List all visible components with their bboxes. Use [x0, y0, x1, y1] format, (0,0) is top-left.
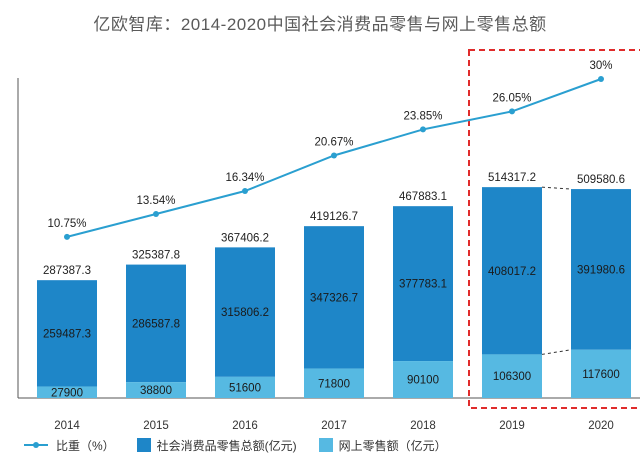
- legend-label-total: 社会消费品零售总额(亿元): [156, 438, 297, 453]
- online-bar-2016: [215, 376, 275, 398]
- ratio-point-2017: [331, 152, 337, 159]
- total-bar-2015: [126, 264, 186, 383]
- x-tick-label-2020: 2020: [588, 420, 614, 432]
- online-bar-2020: [571, 349, 631, 398]
- online-bar-2019: [482, 354, 542, 398]
- online-bar-2014: [37, 386, 97, 398]
- chart-title: 亿欧智库：2014-2020中国社会消费品零售与网上零售总额: [93, 15, 547, 34]
- x-tick-label-2018: 2018: [410, 420, 436, 432]
- total-value-label-2014: 287387.3: [43, 265, 91, 277]
- legend-item-ratio: 比重（%）: [24, 437, 115, 454]
- legend-swatch-online: [318, 438, 333, 452]
- connector-total-top: [541, 186, 572, 190]
- total-bar-2014: [37, 280, 97, 387]
- ratio-point-2015: [153, 210, 159, 217]
- legend-item-total: 社会消费品零售总额(亿元): [136, 437, 297, 454]
- ratio-label-2020: 30%: [589, 60, 612, 72]
- ratio-point-2016: [242, 188, 248, 195]
- online-value-label-2017: 71800: [318, 378, 350, 390]
- remainder-value-label-2019: 408017.2: [488, 266, 536, 278]
- remainder-value-label-2014: 259487.3: [43, 328, 91, 340]
- online-bar-2018: [393, 361, 453, 398]
- total-bar-2018: [393, 206, 453, 362]
- total-value-label-2018: 467883.1: [399, 191, 447, 203]
- ratio-point-2020: [598, 76, 604, 82]
- legend-item-online: 网上零售额（亿元）: [318, 437, 447, 454]
- connector-online-top: [541, 349, 572, 355]
- legend: 比重（%） 社会消费品零售总额(亿元) 网上零售额（亿元）: [24, 436, 469, 454]
- online-value-label-2016: 51600: [229, 382, 261, 394]
- legend-label-ratio: 比重（%）: [56, 438, 115, 453]
- x-tick-label-2014: 2014: [54, 420, 80, 432]
- total-bar-2020: [571, 189, 631, 350]
- online-value-label-2015: 38800: [140, 385, 172, 397]
- ratio-point-2014: [64, 233, 70, 240]
- ratio-point-2018: [420, 126, 426, 133]
- total-value-label-2016: 367406.2: [221, 232, 269, 244]
- remainder-value-label-2015: 286587.8: [132, 318, 180, 330]
- total-value-label-2015: 325387.8: [132, 250, 180, 262]
- total-value-label-2019: 514317.2: [488, 172, 536, 184]
- remainder-value-label-2018: 377783.1: [399, 279, 447, 291]
- remainder-value-label-2016: 315806.2: [221, 307, 269, 319]
- x-tick-label-2016: 2016: [232, 420, 258, 432]
- x-tick-label-2017: 2017: [321, 420, 347, 432]
- legend-swatch-ratio: [24, 442, 48, 448]
- ratio-label-2015: 13.54%: [136, 195, 175, 207]
- ratio-label-2019: 26.05%: [492, 92, 531, 104]
- ratio-label-2018: 23.85%: [403, 110, 442, 122]
- ratio-point-2019: [509, 108, 515, 115]
- total-bar-2017: [304, 226, 364, 369]
- online-value-label-2020: 117600: [582, 369, 620, 381]
- total-value-label-2017: 419126.7: [310, 211, 358, 223]
- remainder-value-label-2020: 391980.6: [577, 264, 625, 276]
- remainder-value-label-2017: 347326.7: [310, 292, 358, 304]
- online-bar-2015: [126, 382, 186, 398]
- online-bar-2017: [304, 368, 364, 398]
- total-bar-2016: [215, 247, 275, 377]
- highlight-box: [468, 49, 640, 409]
- ratio-label-2017: 20.67%: [314, 137, 353, 149]
- legend-swatch-total: [136, 438, 151, 452]
- total-bar-2019: [482, 187, 542, 355]
- online-value-label-2019: 106300: [493, 371, 531, 383]
- ratio-label-2014: 10.75%: [47, 218, 86, 230]
- legend-label-online: 网上零售额（亿元）: [338, 438, 447, 453]
- online-value-label-2018: 90100: [407, 375, 439, 387]
- x-tick-label-2019: 2019: [499, 420, 525, 432]
- total-value-label-2020: 509580.6: [577, 174, 625, 186]
- ratio-label-2016: 16.34%: [225, 172, 264, 184]
- x-tick-label-2015: 2015: [143, 420, 169, 432]
- online-value-label-2014: 27900: [51, 387, 83, 399]
